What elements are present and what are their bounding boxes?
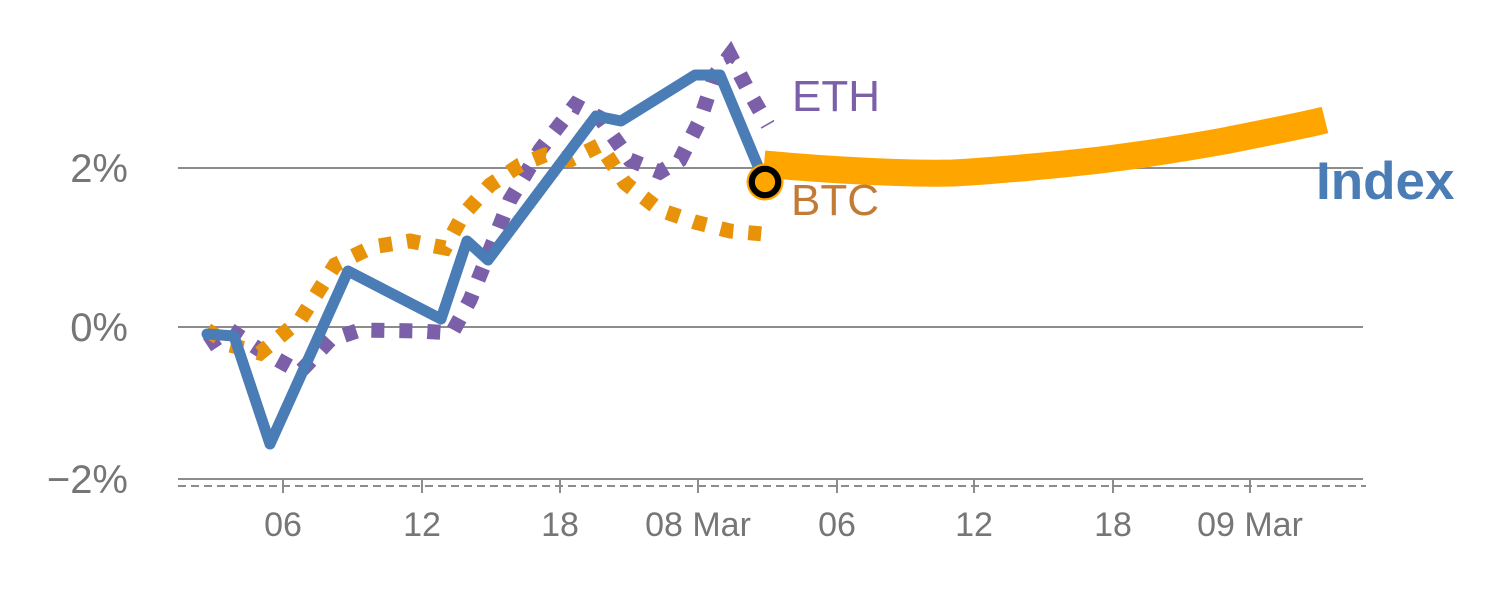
svg-text:−2%: −2% [47,458,128,502]
svg-text:12: 12 [403,506,441,544]
svg-text:06: 06 [264,506,302,544]
svg-text:08 Mar: 08 Mar [645,506,751,544]
svg-text:06: 06 [818,506,856,544]
svg-text:09 Mar: 09 Mar [1197,506,1303,544]
svg-text:ETH: ETH [792,72,880,121]
svg-text:Index: Index [1316,152,1455,211]
svg-text:12: 12 [955,506,993,544]
svg-text:0%: 0% [70,306,128,350]
svg-text:BTC: BTC [791,176,879,225]
svg-text:2%: 2% [70,147,128,191]
svg-text:18: 18 [541,506,579,544]
svg-text:18: 18 [1094,506,1132,544]
